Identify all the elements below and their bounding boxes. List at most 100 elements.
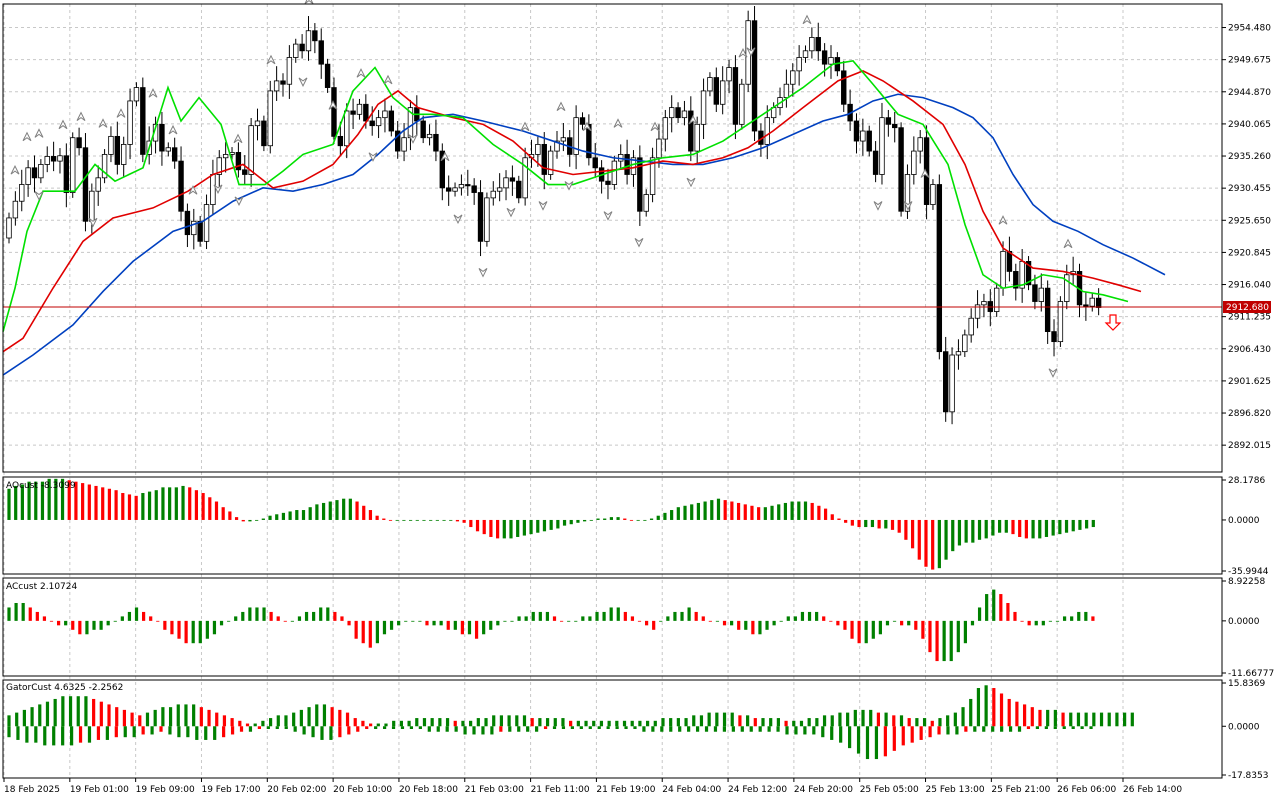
histogram-bar (219, 620, 224, 626)
candle-body (165, 147, 172, 152)
histogram-bar (910, 519, 915, 549)
candle-body (872, 150, 879, 175)
histogram-bar (917, 519, 921, 560)
gator-upper-bar (892, 715, 896, 727)
ao-indicator-pane[interactable] (7, 478, 1095, 570)
candle-body (490, 190, 496, 199)
gator-lower-bar (579, 726, 583, 730)
gator-lower-bar (16, 726, 20, 740)
histogram-bar (649, 518, 654, 520)
candle-body (89, 190, 95, 222)
histogram-bar (603, 518, 607, 520)
gator-upper-bar (353, 718, 357, 727)
candle-body (197, 220, 203, 242)
gator-lower-bar (713, 726, 718, 732)
histogram-bar (900, 620, 904, 626)
histogram-bar (793, 616, 797, 621)
candle-body (133, 87, 140, 102)
candle-body (356, 103, 363, 115)
gator-upper-bar (922, 718, 927, 727)
histogram-bar (1071, 519, 1075, 532)
price-tick-label: 2901.625 (1228, 377, 1271, 387)
candle-body (809, 37, 815, 52)
gator-upper-bar (1015, 701, 1019, 727)
gator-upper-bar (215, 712, 219, 727)
candle-body (974, 304, 981, 319)
gator-upper-bar (1022, 704, 1027, 727)
histogram-bar (517, 616, 521, 621)
histogram-bar (208, 497, 212, 520)
price-tick-label: 2920.845 (1228, 248, 1271, 258)
gator-lower-bar (660, 726, 664, 732)
gator-upper-bar (676, 718, 680, 727)
histogram-bar (333, 611, 337, 621)
gator-upper-bar (1092, 712, 1096, 727)
histogram-bar (1084, 611, 1088, 621)
histogram-bar (870, 519, 875, 528)
histogram-bar (326, 607, 330, 621)
histogram-bar (21, 602, 25, 621)
gator-upper-bar (938, 718, 942, 727)
histogram-bar (1020, 620, 1024, 622)
candle-body (191, 220, 197, 236)
histogram-bar (666, 616, 670, 621)
histogram-bar (67, 480, 71, 520)
candle-body (127, 100, 133, 145)
gator-lower-bar (892, 726, 896, 751)
histogram-bar (637, 620, 642, 622)
gator-lower-bar (919, 726, 923, 740)
price-tick-label: 2911.235 (1228, 313, 1271, 323)
ac-indicator-pane[interactable] (7, 589, 1095, 662)
gator-upper-bar (1115, 712, 1119, 727)
gator-lower-bar (606, 726, 610, 730)
histogram-bar (469, 519, 473, 528)
histogram-bar (708, 620, 712, 622)
histogram-bar (221, 507, 225, 520)
histogram-bar (797, 501, 801, 520)
gator-lower-bar (570, 726, 574, 730)
histogram-bar (630, 616, 635, 621)
gator-lower-bar (508, 726, 512, 732)
pane-frame (2, 577, 1223, 677)
fractal-up-icon (304, 0, 314, 5)
histogram-bar (255, 519, 259, 521)
histogram-bar (944, 519, 948, 560)
histogram-bar (368, 620, 372, 648)
histogram-bar (402, 519, 406, 521)
histogram-bar (106, 620, 110, 626)
price-tick-label: 2954.480 (1228, 24, 1271, 34)
candle-body (815, 37, 821, 52)
fractal-down-icon (1048, 368, 1058, 378)
gator-upper-bar (176, 704, 180, 727)
price-pane[interactable] (2, 0, 1222, 425)
gator-upper-bar (530, 718, 534, 727)
histogram-bar (184, 620, 188, 644)
histogram-bar (777, 504, 781, 520)
candle-body (57, 155, 63, 162)
time-tick-label: 21 Feb 11:00 (531, 785, 590, 795)
ac-title: ACcust 2.10724 (6, 582, 78, 592)
gator-upper-bar (592, 720, 596, 727)
gator-indicator-pane[interactable] (7, 685, 1134, 760)
histogram-bar (1018, 519, 1022, 537)
fractal-down-icon (538, 201, 548, 211)
histogram-bar (928, 620, 932, 653)
candle-body (1013, 271, 1019, 289)
histogram-bar (382, 620, 387, 635)
gator-lower-bar (222, 726, 226, 738)
gator-upper-bar (630, 720, 634, 727)
gator-lower-bar (177, 726, 181, 738)
indicator-tick-label: -17.8353 (1228, 771, 1268, 781)
gator-upper-bar (99, 701, 103, 727)
gator-upper-bar (338, 709, 342, 727)
histogram-bar (205, 620, 209, 639)
histogram-bar (425, 620, 429, 626)
histogram-bar (864, 519, 868, 528)
gator-title: GatorCust 4.6325 -2.2562 (6, 683, 123, 693)
gator-upper-bar (853, 709, 857, 727)
histogram-bar (652, 620, 656, 630)
gator-upper-bar (376, 723, 380, 727)
fractal-up-icon (10, 165, 20, 175)
gator-lower-bar (132, 726, 136, 738)
